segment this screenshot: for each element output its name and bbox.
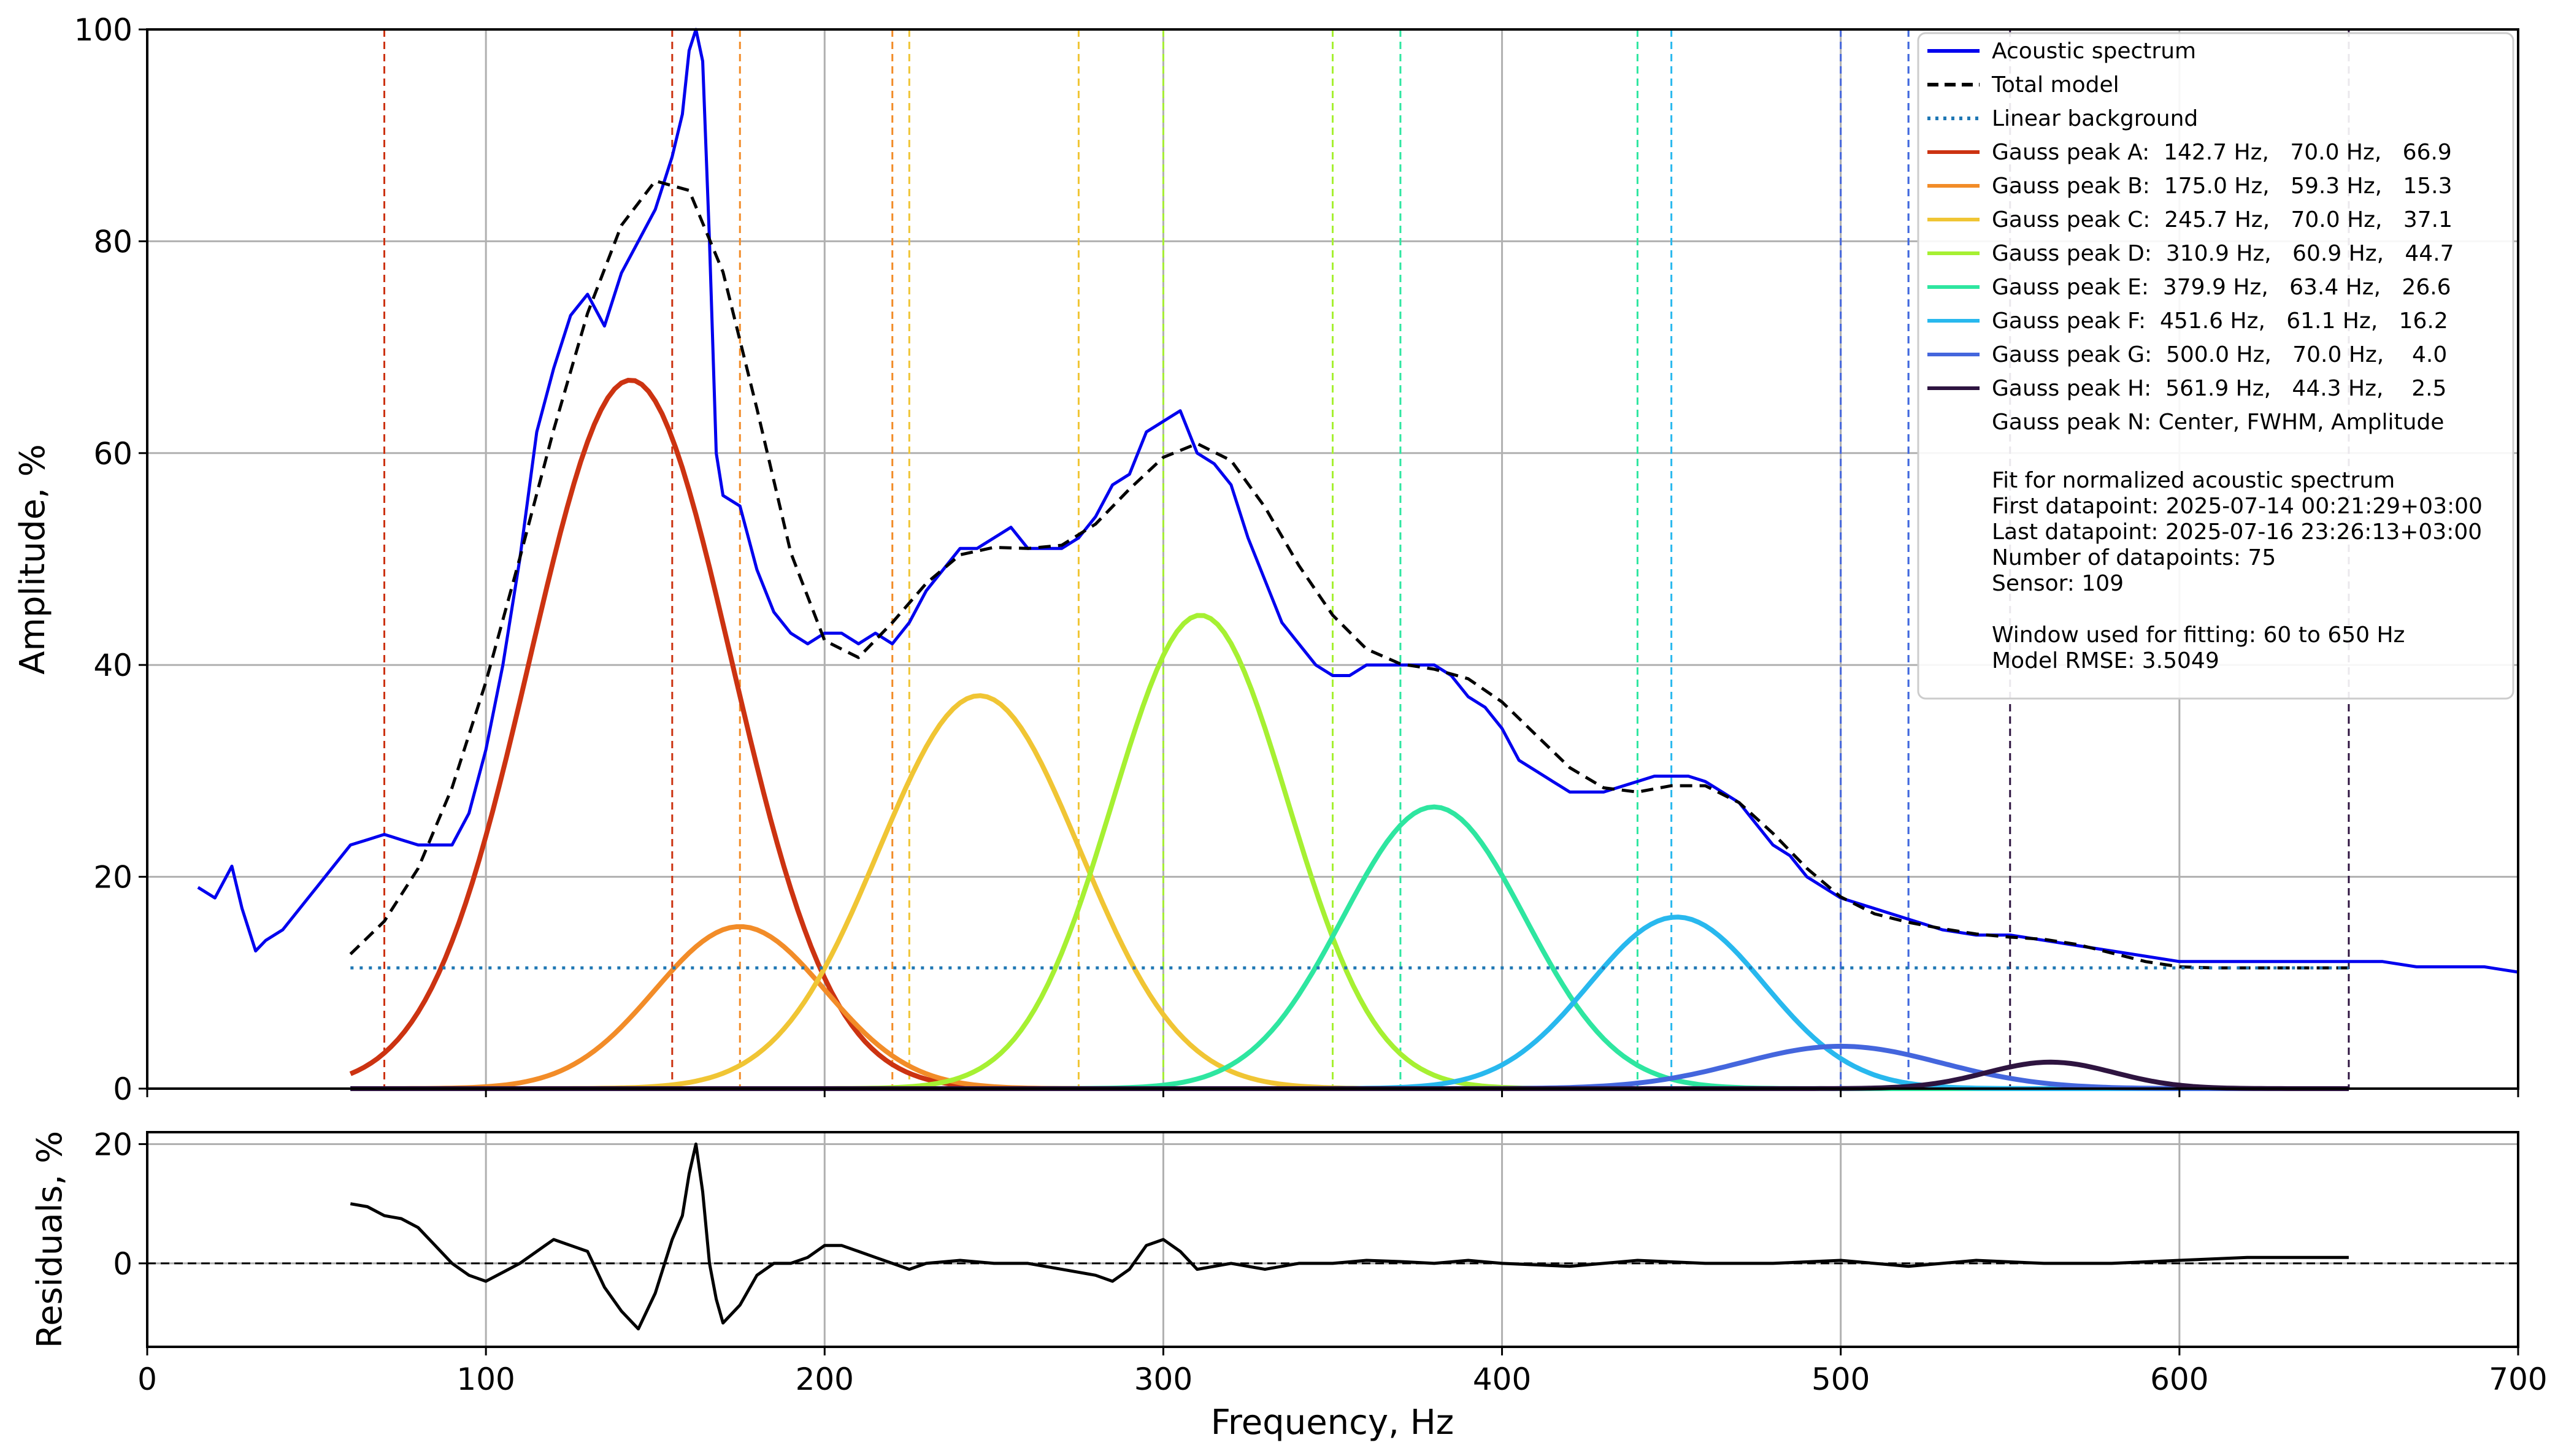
y-axis-label: Amplitude, % (13, 444, 53, 675)
legend-label: Gauss peak F: 451.6 Hz, 61.1 Hz, 16.2 (1992, 308, 2448, 334)
series-line (349, 179, 2349, 970)
peak-window-lines (383, 29, 2350, 1089)
main-axes-frame (146, 28, 2519, 1090)
main-tick-labels: 0 20 40 60 80 100 (74, 12, 2519, 1107)
residual-y-axis-label: Residuals, % (30, 1131, 70, 1348)
residual-tick-labels: 0 100 200 300 400 500 600 700 0 20 (93, 1127, 2547, 1397)
legend-label: Gauss peak A: 142.7 Hz, 70.0 Hz, 66.9 (1992, 140, 2452, 165)
x-tick-label: 300 (1134, 1362, 1193, 1397)
x-tick-label: 400 (1473, 1362, 1531, 1397)
x-tick-label: 200 (796, 1362, 854, 1397)
y-tick-label: 0 (113, 1246, 133, 1282)
annotation-line: Sensor: 109 (1992, 571, 2124, 596)
y-tick-label: 20 (93, 860, 133, 895)
residual-line (350, 1142, 2349, 1331)
legend-label: Gauss peak H: 561.9 Hz, 44.3 Hz, 2.5 (1992, 376, 2446, 401)
annotation-line: Window used for fitting: 60 to 650 Hz (1992, 623, 2405, 648)
annotation-line: First datapoint: 2025-07-14 00:21:29+03:… (1992, 494, 2483, 519)
annotation-line: Model RMSE: 3.5049 (1992, 648, 2219, 673)
x-axis-label: Frequency, Hz (1211, 1403, 1454, 1443)
fit-annotation: Fit for normalized acoustic spectrumFirs… (1992, 468, 2483, 673)
x-tick-label: 700 (2489, 1362, 2547, 1397)
spectrum-series (197, 28, 2519, 974)
spectrum-plot: 0 20 40 60 80 100 Amplitude, % Acoustic spect… (13, 12, 2519, 1107)
annotation-line: Fit for normalized acoustic spectrum (1992, 468, 2395, 493)
legend-note: Gauss peak N: Center, FWHM, Amplitude (1992, 410, 2444, 435)
legend-label: Gauss peak G: 500.0 Hz, 70.0 Hz, 4.0 (1992, 342, 2447, 367)
y-tick-label: 0 (113, 1071, 133, 1107)
legend-label: Gauss peak C: 245.7 Hz, 70.0 Hz, 37.1 (1992, 207, 2452, 232)
legend-label: Gauss peak D: 310.9 Hz, 60.9 Hz, 44.7 (1992, 241, 2454, 266)
legend-label: Linear background (1992, 106, 2198, 131)
legend-box (1917, 32, 2514, 700)
y-tick-label: 80 (93, 224, 133, 259)
annotation-line: Last datapoint: 2025-07-16 23:26:13+03:0… (1992, 519, 2482, 545)
x-tick-label: 600 (2150, 1362, 2208, 1397)
y-tick-label: 100 (74, 12, 133, 48)
x-tick-label: 500 (1811, 1362, 1870, 1397)
x-tick-label: 100 (456, 1362, 515, 1397)
residuals-plot: 0 100 200 300 400 500 600 700 0 20 Residuals, % F… (30, 1127, 2548, 1443)
legend-label: Total model (1991, 72, 2119, 98)
y-tick-label: 40 (93, 648, 133, 683)
residual-axes-frame (146, 1131, 2519, 1348)
x-tick-label: 0 (137, 1362, 157, 1397)
legend: Acoustic spectrum Total model Linear backg… (1917, 32, 2514, 700)
legend-label: Gauss peak E: 379.9 Hz, 63.4 Hz, 26.6 (1992, 275, 2451, 300)
legend-label: Acoustic spectrum (1992, 39, 2196, 64)
y-tick-label: 20 (93, 1127, 133, 1162)
annotation-line: Number of datapoints: 75 (1992, 545, 2276, 570)
y-tick-label: 60 (93, 436, 133, 472)
legend-label: Gauss peak B: 175.0 Hz, 59.3 Hz, 15.3 (1992, 174, 2452, 199)
series-line (197, 28, 2519, 974)
residual-series (147, 1142, 2518, 1331)
